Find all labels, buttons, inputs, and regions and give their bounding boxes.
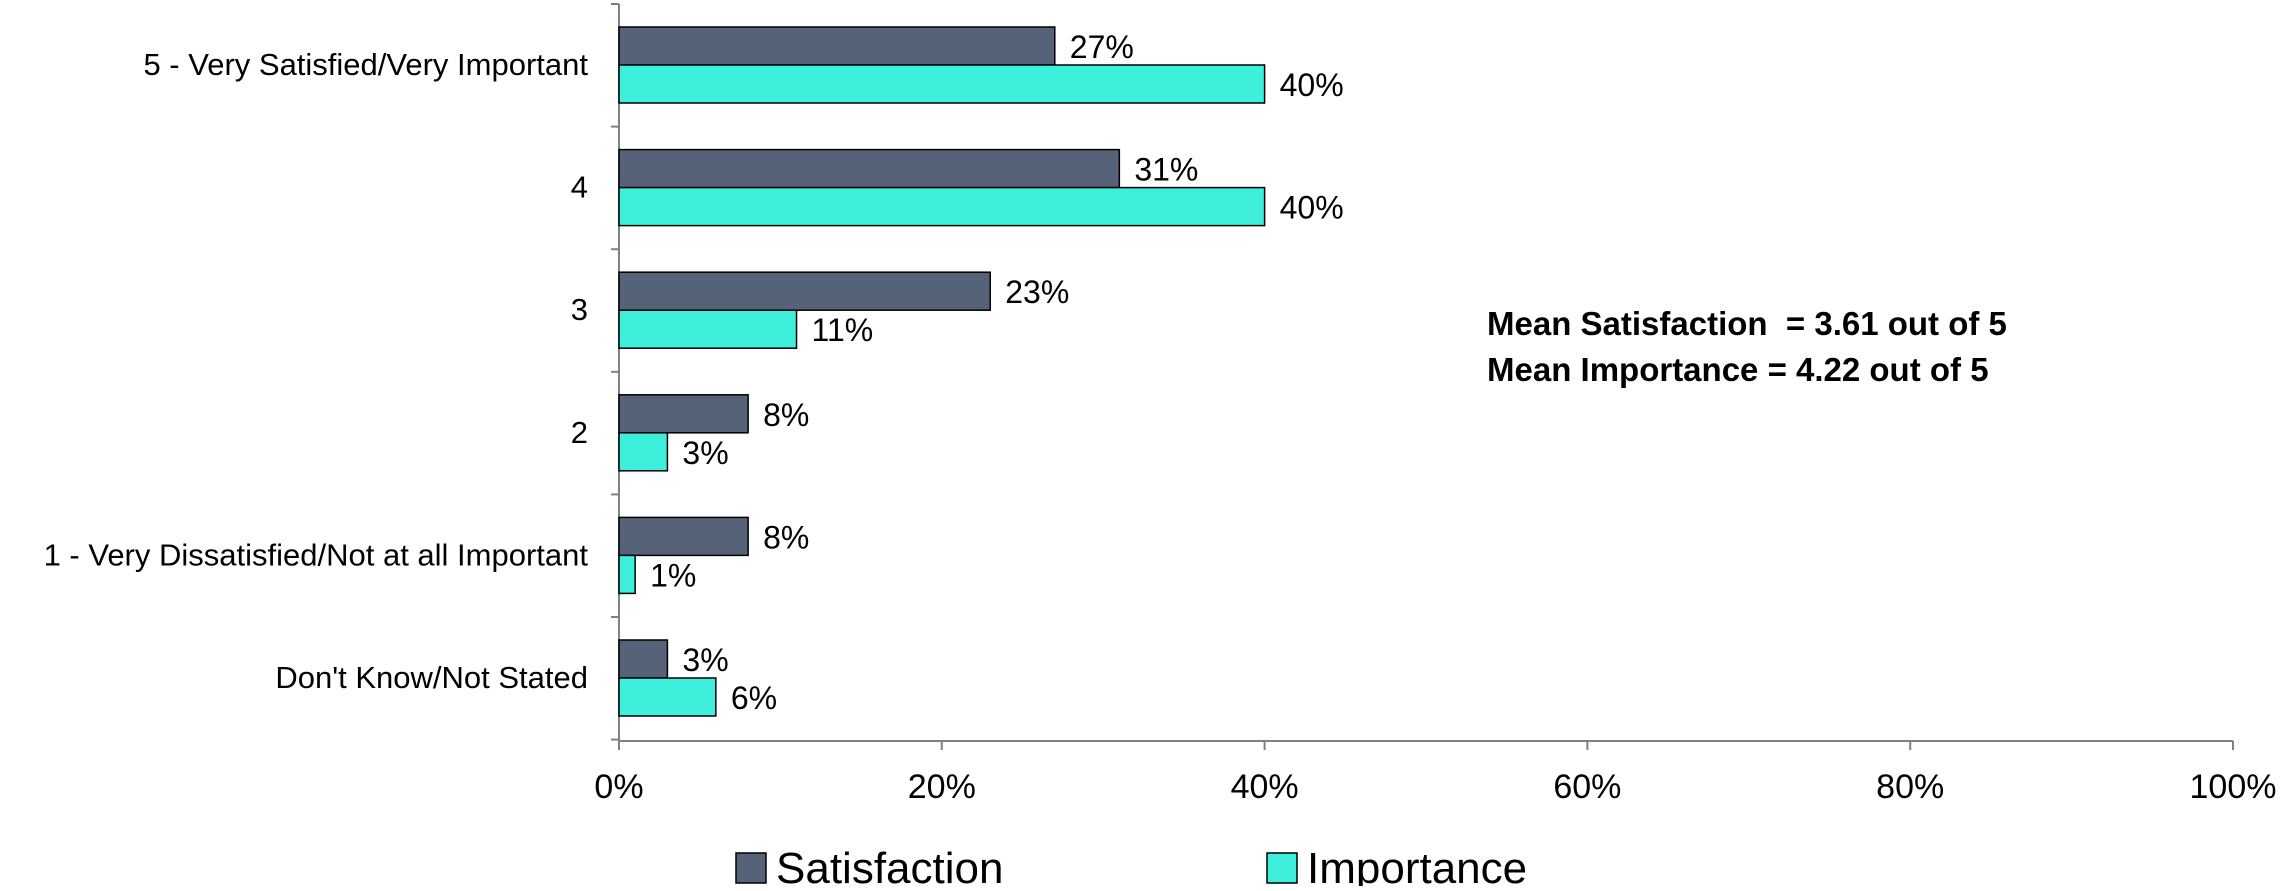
bar-importance <box>618 554 636 595</box>
annotation-mean-importance: Mean Importance = 4.22 out of 5 <box>1487 351 1989 388</box>
data-label-importance: 40% <box>1280 190 1344 226</box>
category-label: 4 <box>571 170 588 205</box>
category-label: 5 - Very Satisfied/Very Important <box>143 47 588 82</box>
x-tick-label: 80% <box>1876 768 1944 806</box>
mean-annotation: Mean Satisfaction = 3.61 out of 5 Mean I… <box>1487 305 2007 388</box>
data-label-importance: 3% <box>682 435 728 471</box>
x-tick-label: 0% <box>594 768 643 806</box>
bar-importance <box>618 186 1266 227</box>
bar-satisfaction <box>618 639 669 679</box>
legend-swatch-importance <box>1266 852 1298 884</box>
data-label-importance: 40% <box>1280 67 1344 103</box>
legend: Satisfaction Importance <box>735 844 1527 891</box>
bar-importance <box>618 677 717 717</box>
category-label: Don't Know/Not Stated <box>275 660 588 695</box>
legend-swatch-satisfaction <box>735 852 767 884</box>
data-label-importance: 6% <box>731 680 777 716</box>
bar-satisfaction <box>618 148 1121 189</box>
bar-satisfaction <box>618 271 991 311</box>
category-label: 2 <box>571 415 588 450</box>
category-label: 1 - Very Dissatisfied/Not at all Importa… <box>44 537 589 572</box>
data-label-satisfaction: 31% <box>1134 152 1198 188</box>
x-tick-label: 40% <box>1231 768 1299 806</box>
data-label-satisfaction: 3% <box>682 642 728 678</box>
category-label: 3 <box>571 292 588 327</box>
data-label-importance: 1% <box>650 557 696 593</box>
data-label-satisfaction: 8% <box>763 397 809 433</box>
bar-importance <box>618 309 798 349</box>
labels: 0% 20% 40% 60% 80% 100% 5 - Very Satisfied/Ver… <box>44 29 2277 806</box>
bar-importance <box>618 432 669 472</box>
x-tick-label: 100% <box>2190 768 2277 806</box>
data-label-satisfaction: 23% <box>1005 274 1069 310</box>
data-label-importance: 11% <box>812 312 874 348</box>
legend-label-importance: Importance <box>1307 844 1527 886</box>
bar-satisfaction <box>618 516 749 557</box>
legend-label-satisfaction: Satisfaction <box>776 844 1003 886</box>
bar-satisfaction <box>618 26 1056 66</box>
x-tick-label: 20% <box>908 768 976 806</box>
bar-satisfaction <box>618 394 749 434</box>
annotation-mean-satisfaction: Mean Satisfaction = 3.61 out of 5 <box>1487 305 2007 342</box>
data-label-satisfaction: 8% <box>763 519 809 555</box>
axes <box>611 3 2234 750</box>
x-tick-label: 60% <box>1553 768 1621 806</box>
bar-importance <box>618 64 1266 104</box>
bars <box>618 26 1266 717</box>
data-label-satisfaction: 27% <box>1070 29 1134 65</box>
